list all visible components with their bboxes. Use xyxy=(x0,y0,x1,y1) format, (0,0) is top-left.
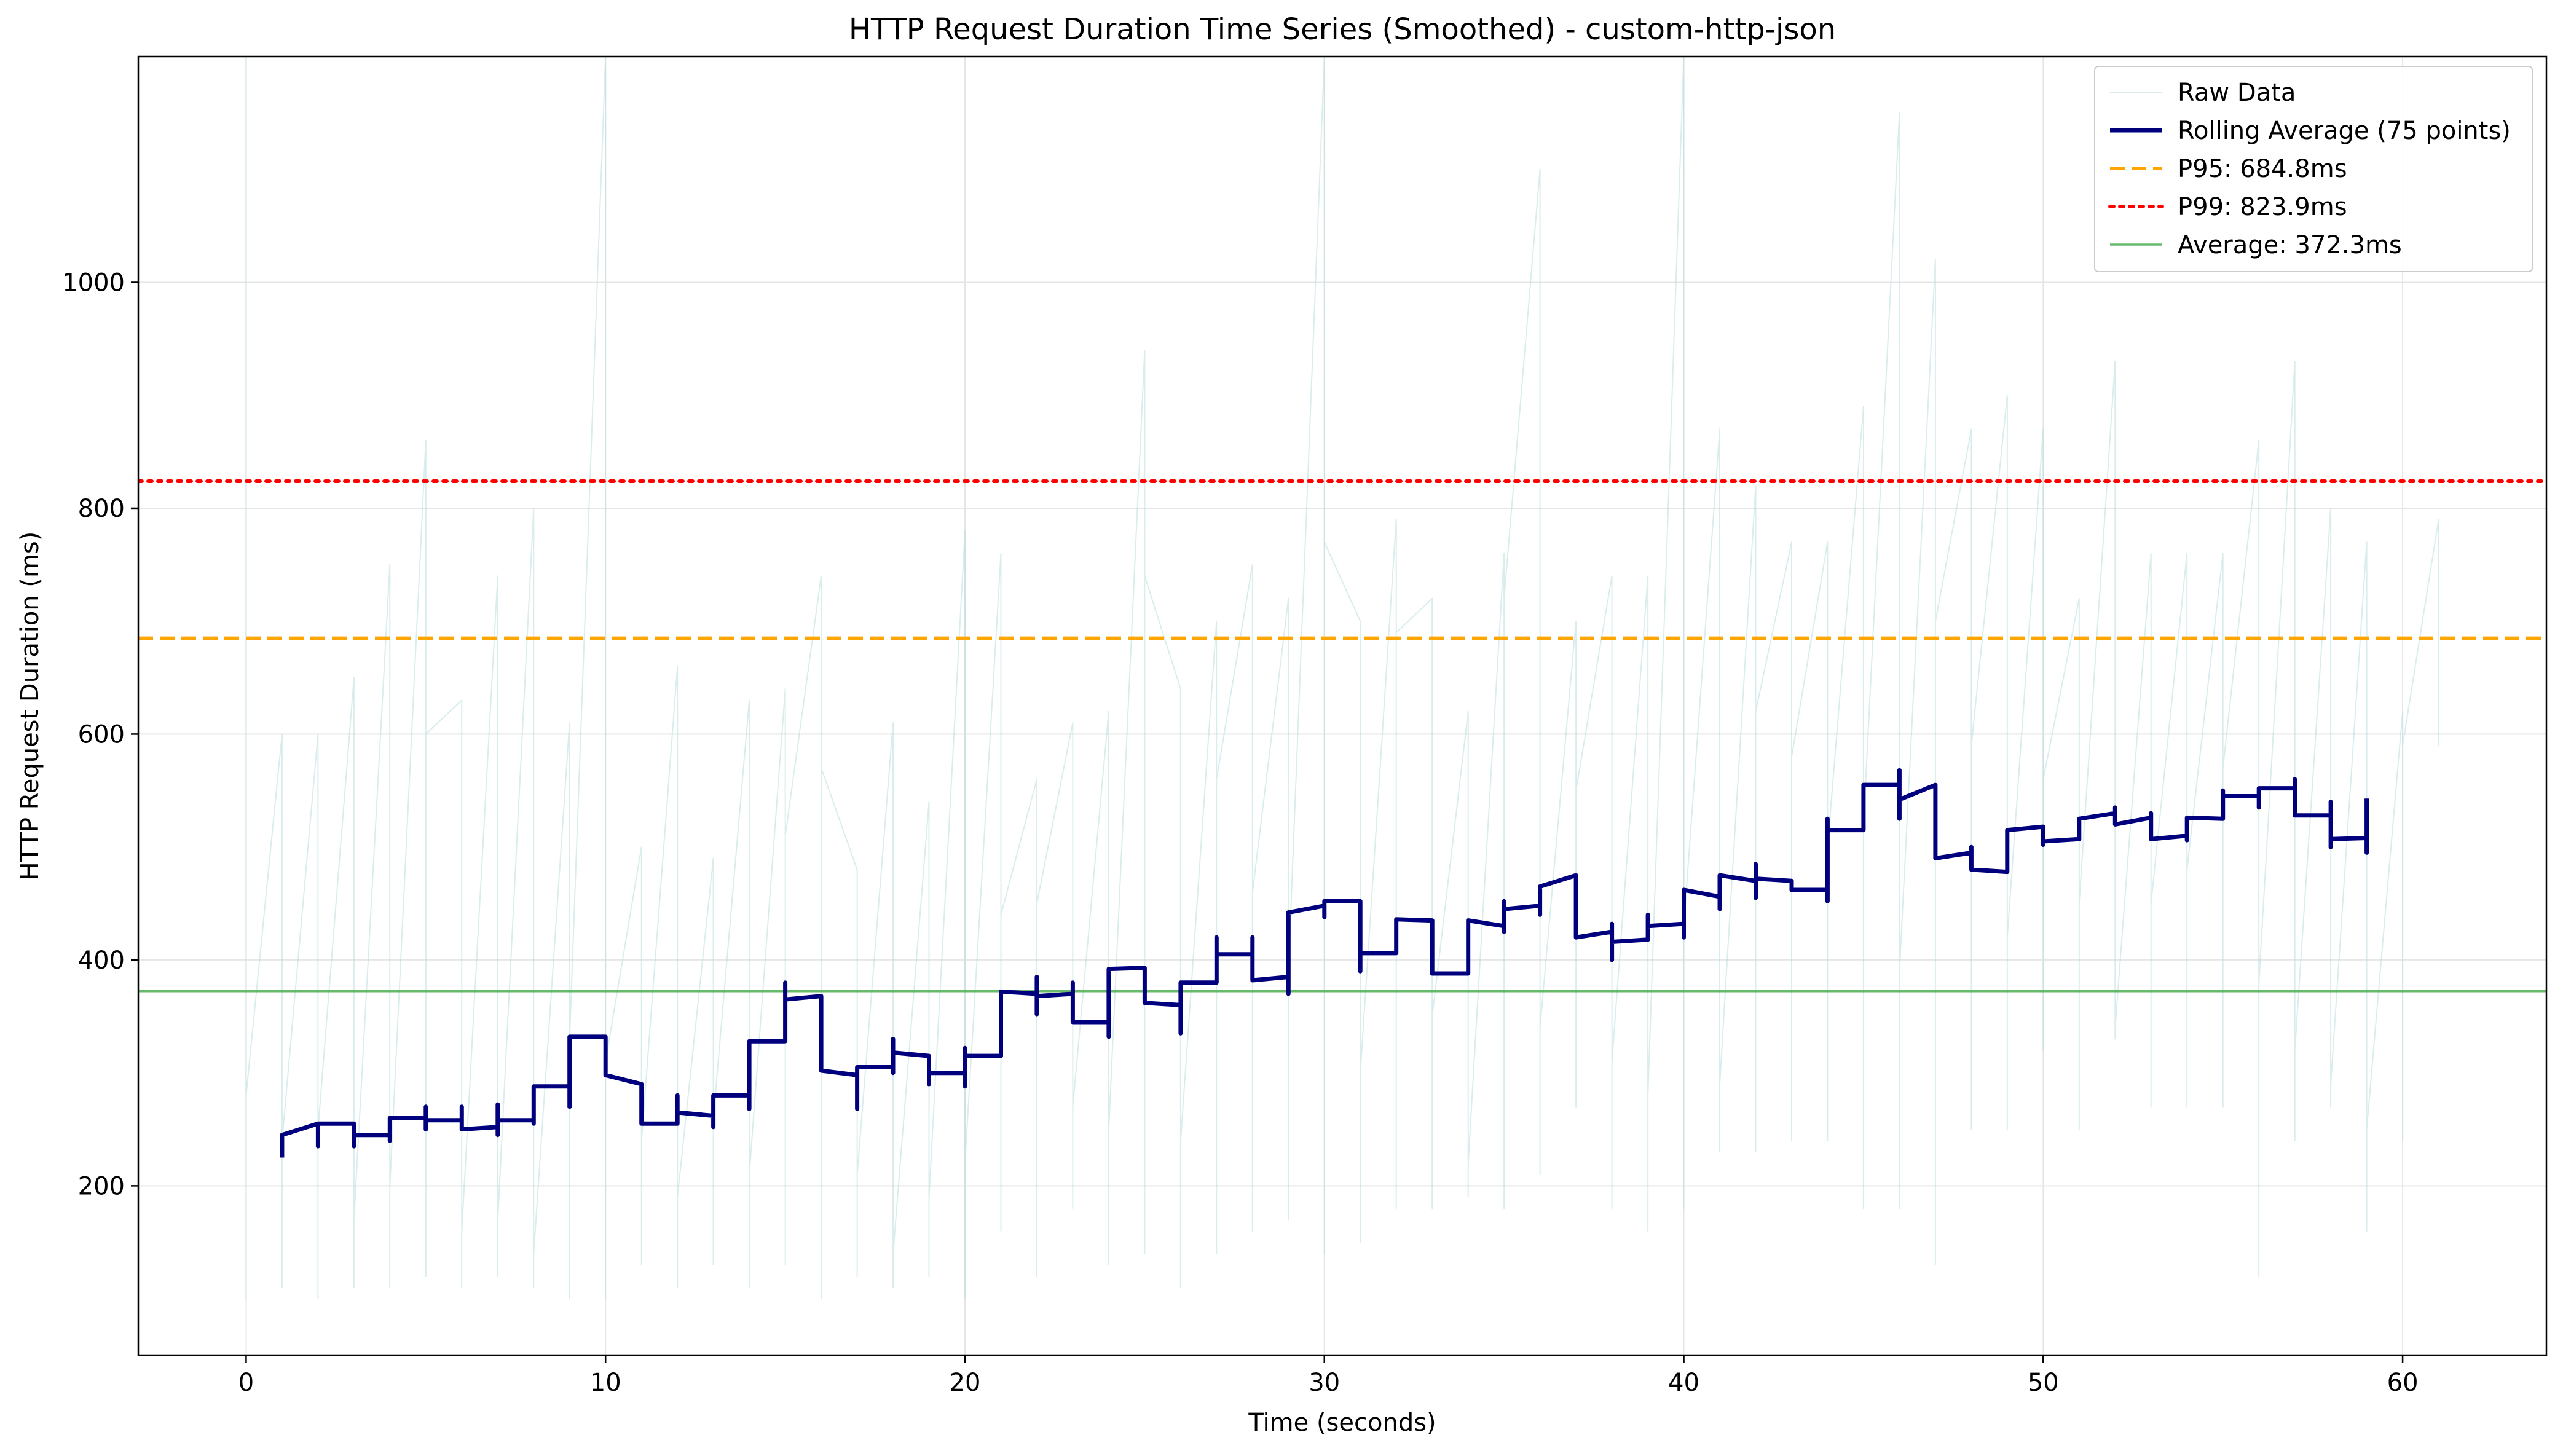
y-axis-label: HTTP Request Duration (ms) xyxy=(16,532,44,881)
y-tick-label: 200 xyxy=(78,1172,125,1200)
legend-label: Average: 372.3ms xyxy=(2178,231,2402,259)
rolling-average-series xyxy=(280,768,2369,1158)
y-tick-label: 800 xyxy=(78,495,125,523)
series-line-0 xyxy=(245,57,2439,1300)
raw-data-series xyxy=(245,57,2439,1300)
axis-ticks: 0 10 20 30 40 50 60 200 400 600 800 1000 xyxy=(62,269,2418,1397)
x-tick-label: 50 xyxy=(2028,1369,2059,1397)
x-tick-label: 60 xyxy=(2387,1369,2419,1397)
legend-box xyxy=(2094,66,2533,272)
x-tick-label: 0 xyxy=(238,1369,254,1397)
x-axis-label: Time (seconds) xyxy=(1248,1409,1436,1437)
x-tick-label: 40 xyxy=(1668,1369,1699,1397)
reference-lines xyxy=(138,479,2546,993)
plot-series-layer xyxy=(138,57,2546,1300)
y-tick-label: 1000 xyxy=(62,269,125,297)
legend: Raw Data Rolling Average (75 points) P95: … xyxy=(2094,66,2533,272)
series-line-1 xyxy=(280,768,2369,1158)
x-tick-label: 20 xyxy=(950,1369,981,1397)
legend-label: Rolling Average (75 points) xyxy=(2178,117,2511,145)
x-tick-label: 10 xyxy=(590,1369,621,1397)
y-tick-label: 600 xyxy=(78,720,125,749)
legend-label: P99: 823.9ms xyxy=(2178,193,2347,221)
legend-label: P95: 684.8ms xyxy=(2178,155,2347,183)
y-tick-label: 400 xyxy=(78,946,125,975)
legend-entries: Raw Data Rolling Average (75 points) P95: … xyxy=(2108,79,2511,259)
chart-title: HTTP Request Duration Time Series (Smoot… xyxy=(849,12,1836,47)
x-tick-label: 30 xyxy=(1309,1369,1340,1397)
plot-area-frame xyxy=(137,55,2548,1356)
legend-label: Raw Data xyxy=(2178,79,2296,107)
